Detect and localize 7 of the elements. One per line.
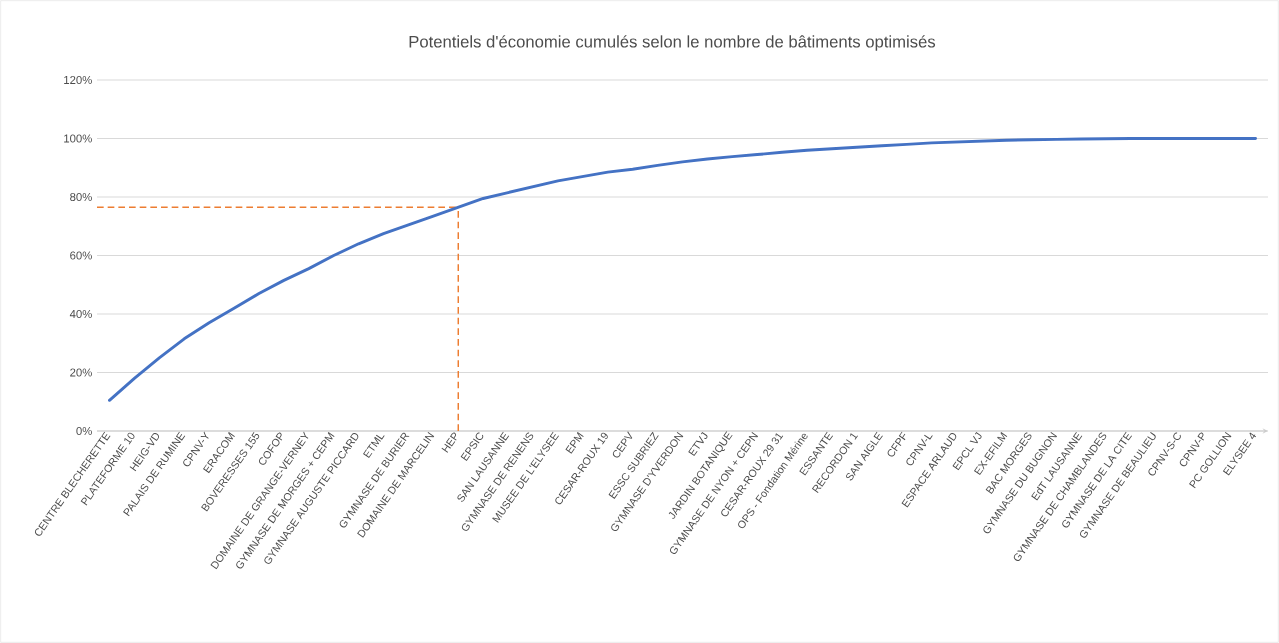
y-tick-label: 100% bbox=[64, 134, 92, 143]
y-tick-label: 20% bbox=[70, 368, 92, 377]
y-tick-label: 120% bbox=[64, 75, 92, 84]
y-tick-label: 80% bbox=[70, 192, 92, 201]
y-tick-label: 60% bbox=[70, 251, 92, 260]
y-tick-label: 40% bbox=[69, 309, 92, 318]
chart-title: Potentiels d'économie cumulés selon le nombre de bâtiments optimisés bbox=[409, 35, 936, 51]
